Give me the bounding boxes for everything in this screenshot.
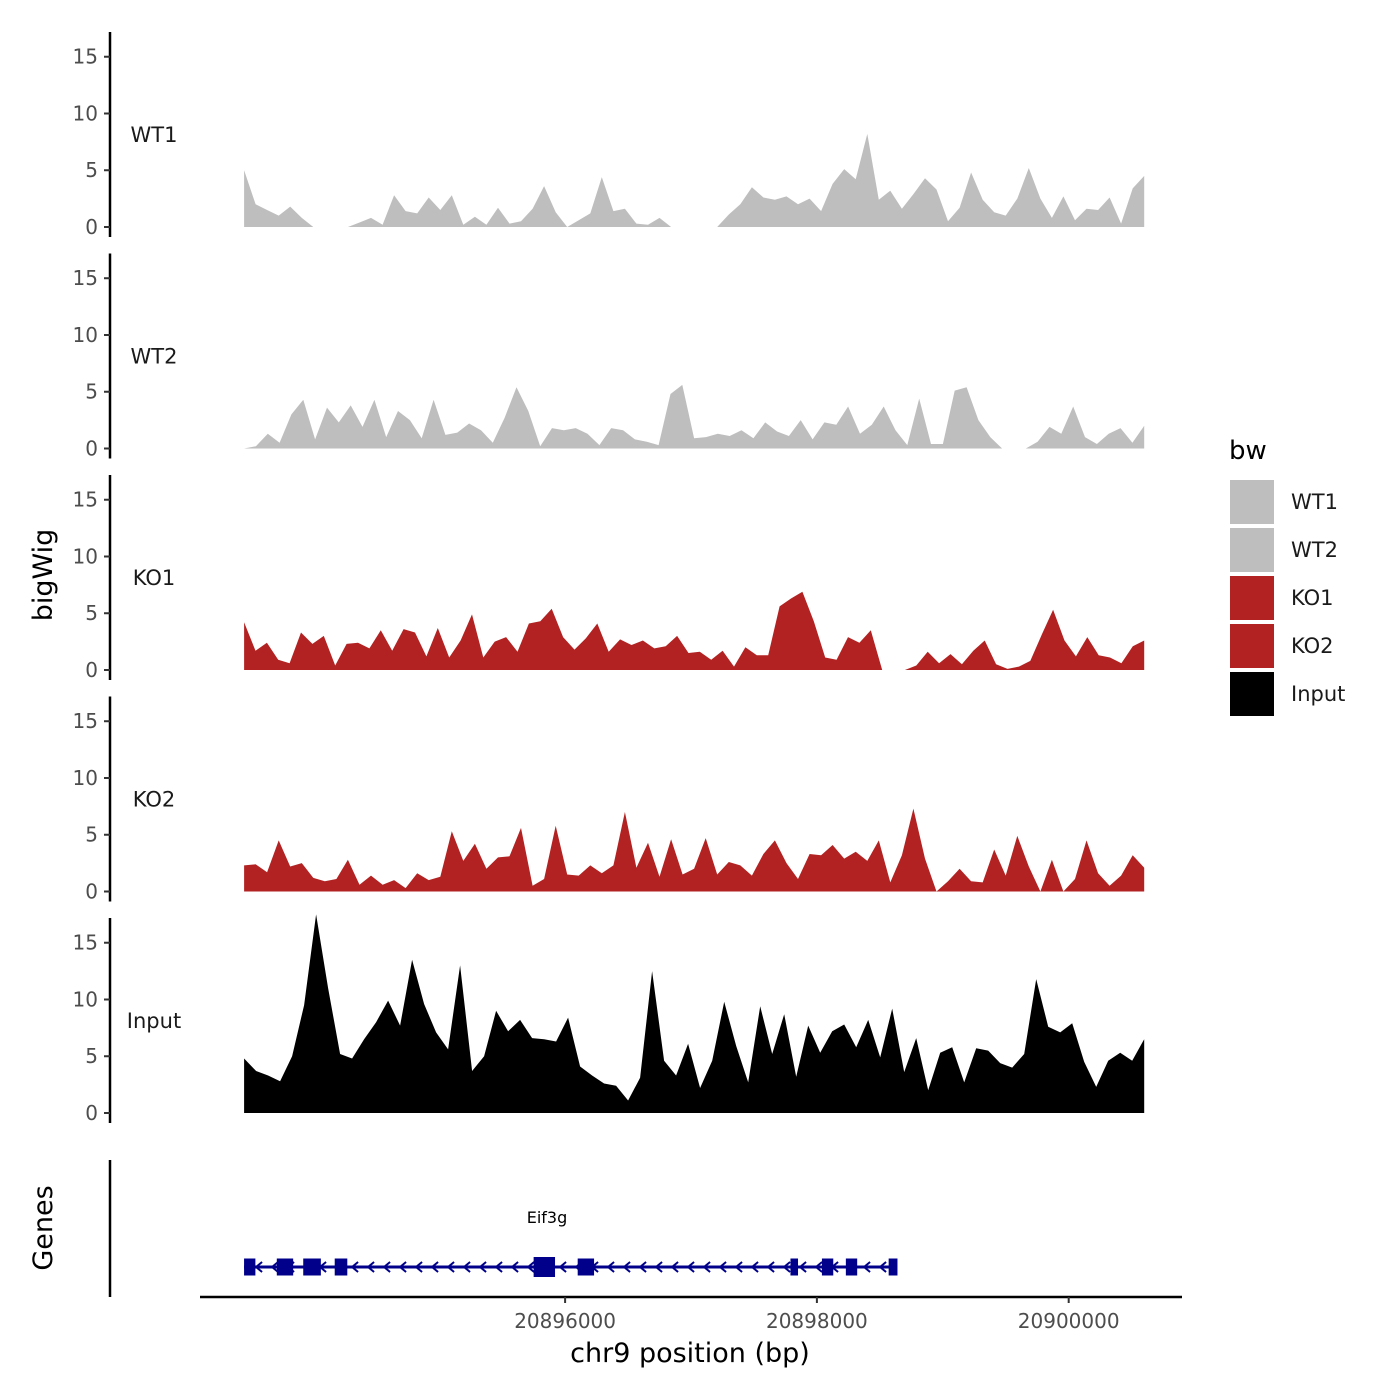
x-axis: 20896000 20898000 20900000	[200, 1295, 1182, 1333]
strand-arrow	[766, 1261, 775, 1273]
strand-arrow	[750, 1261, 759, 1273]
area-wt1	[244, 133, 1145, 227]
strand-arrow	[654, 1261, 663, 1273]
legend-key-wt1	[1230, 480, 1274, 524]
area-wt2	[244, 384, 1145, 449]
strand-arrow	[686, 1261, 695, 1273]
strand-arrow	[382, 1261, 391, 1273]
gene-exon	[845, 1258, 858, 1276]
strand-arrow	[734, 1261, 743, 1273]
strand-arrow	[862, 1261, 871, 1273]
track-label: Input	[127, 1009, 181, 1033]
legend-label: KO2	[1291, 634, 1334, 658]
y-axis-title: bigWig	[28, 529, 59, 622]
strand-arrow	[254, 1261, 263, 1273]
strand-arrow	[798, 1261, 807, 1273]
strand-arrow	[494, 1261, 503, 1273]
strand-arrow	[446, 1261, 455, 1273]
y-tick-label: 10	[73, 766, 98, 790]
gene-exon	[533, 1257, 556, 1277]
track-wt1: 0 5 10 15 WT1	[73, 32, 1145, 239]
track-wt2: 0 5 10 15 WT2	[73, 253, 1145, 461]
track-label: WT2	[131, 345, 178, 369]
y-tick-label: 0	[85, 437, 98, 461]
y-tick-label: 5	[85, 823, 98, 847]
strand-arrow	[270, 1261, 279, 1273]
gene-exon	[821, 1258, 834, 1276]
strand-arrow	[526, 1261, 535, 1273]
strand-arrow	[510, 1261, 519, 1273]
strand-arrow	[478, 1261, 487, 1273]
y-tick-label: 15	[73, 266, 98, 290]
strand-arrow	[782, 1261, 791, 1273]
track-label: WT1	[131, 123, 178, 147]
strand-arrow	[622, 1261, 631, 1273]
strand-arrow	[878, 1261, 887, 1273]
strand-arrow	[462, 1261, 471, 1273]
gene-exon	[303, 1258, 321, 1276]
gene-exon	[276, 1258, 294, 1276]
area-ko2	[244, 808, 1145, 892]
legend-label: WT2	[1291, 538, 1338, 562]
y-tick-label: 0	[85, 1101, 98, 1125]
gene-exon	[334, 1258, 348, 1276]
y-tick-label: 10	[73, 544, 98, 568]
area-ko1	[244, 591, 1145, 670]
strand-arrow	[398, 1261, 407, 1273]
track-input: 0 5 10 15 Input	[73, 914, 1145, 1125]
x-tick-label: 20900000	[1018, 1309, 1120, 1333]
y-tick-label: 15	[73, 931, 98, 955]
gene-exon	[790, 1258, 799, 1276]
y-tick-label: 5	[85, 380, 98, 404]
strand-arrow	[638, 1261, 647, 1273]
y-tick-label: 5	[85, 1044, 98, 1068]
legend-label: Input	[1291, 682, 1345, 706]
y-tick-label: 0	[85, 215, 98, 239]
gene-exon	[888, 1258, 898, 1276]
gene-exon	[244, 1258, 256, 1276]
legend-key-ko2	[1230, 624, 1274, 668]
gene-track-title: Genes	[28, 1185, 59, 1270]
strand-arrow	[558, 1261, 567, 1273]
track-label: KO1	[133, 566, 176, 590]
x-axis-title: chr9 position (bp)	[570, 1338, 810, 1369]
track-label: KO2	[133, 788, 176, 812]
y-tick-label: 15	[73, 709, 98, 733]
tracks-layer: 0 5 10 15 WT1 0 5 10 15 WT2 0 5 10 15 KO1 0 5 10 15 KO2 0 5 10…	[73, 32, 1145, 1125]
y-tick-label: 15	[73, 45, 98, 69]
legend-label: WT1	[1291, 490, 1338, 514]
legend-key-input	[1230, 672, 1274, 716]
y-tick-label: 5	[85, 601, 98, 625]
legend-label: KO1	[1291, 586, 1334, 610]
gene-exon	[577, 1258, 595, 1276]
legend-key-ko1	[1230, 576, 1274, 620]
strand-arrow	[670, 1261, 679, 1273]
gene-track: Eif3g	[108, 1160, 898, 1297]
x-tick-label: 20896000	[514, 1309, 616, 1333]
y-tick-label: 10	[73, 987, 98, 1011]
x-tick-label: 20898000	[766, 1309, 868, 1333]
track-ko2: 0 5 10 15 KO2	[73, 696, 1145, 904]
strand-arrow	[814, 1261, 823, 1273]
strand-arrow	[350, 1261, 359, 1273]
legend-title: bw	[1229, 436, 1267, 466]
y-tick-label: 0	[85, 880, 98, 904]
gene-label: Eif3g	[527, 1208, 568, 1227]
legend-key-wt2	[1230, 528, 1274, 572]
legend: bw WT1 WT2 KO1 KO2 Input	[1229, 436, 1345, 716]
strand-arrow	[430, 1261, 439, 1273]
y-tick-label: 0	[85, 658, 98, 682]
strand-arrow	[414, 1261, 423, 1273]
area-input	[244, 914, 1145, 1113]
strand-arrow	[702, 1261, 711, 1273]
y-tick-label: 5	[85, 158, 98, 182]
y-tick-label: 15	[73, 488, 98, 512]
y-tick-label: 10	[73, 323, 98, 347]
strand-arrow	[366, 1261, 375, 1273]
strand-arrow	[606, 1261, 615, 1273]
y-tick-label: 10	[73, 101, 98, 125]
track-ko1: 0 5 10 15 KO1	[73, 475, 1145, 682]
strand-arrow	[718, 1261, 727, 1273]
